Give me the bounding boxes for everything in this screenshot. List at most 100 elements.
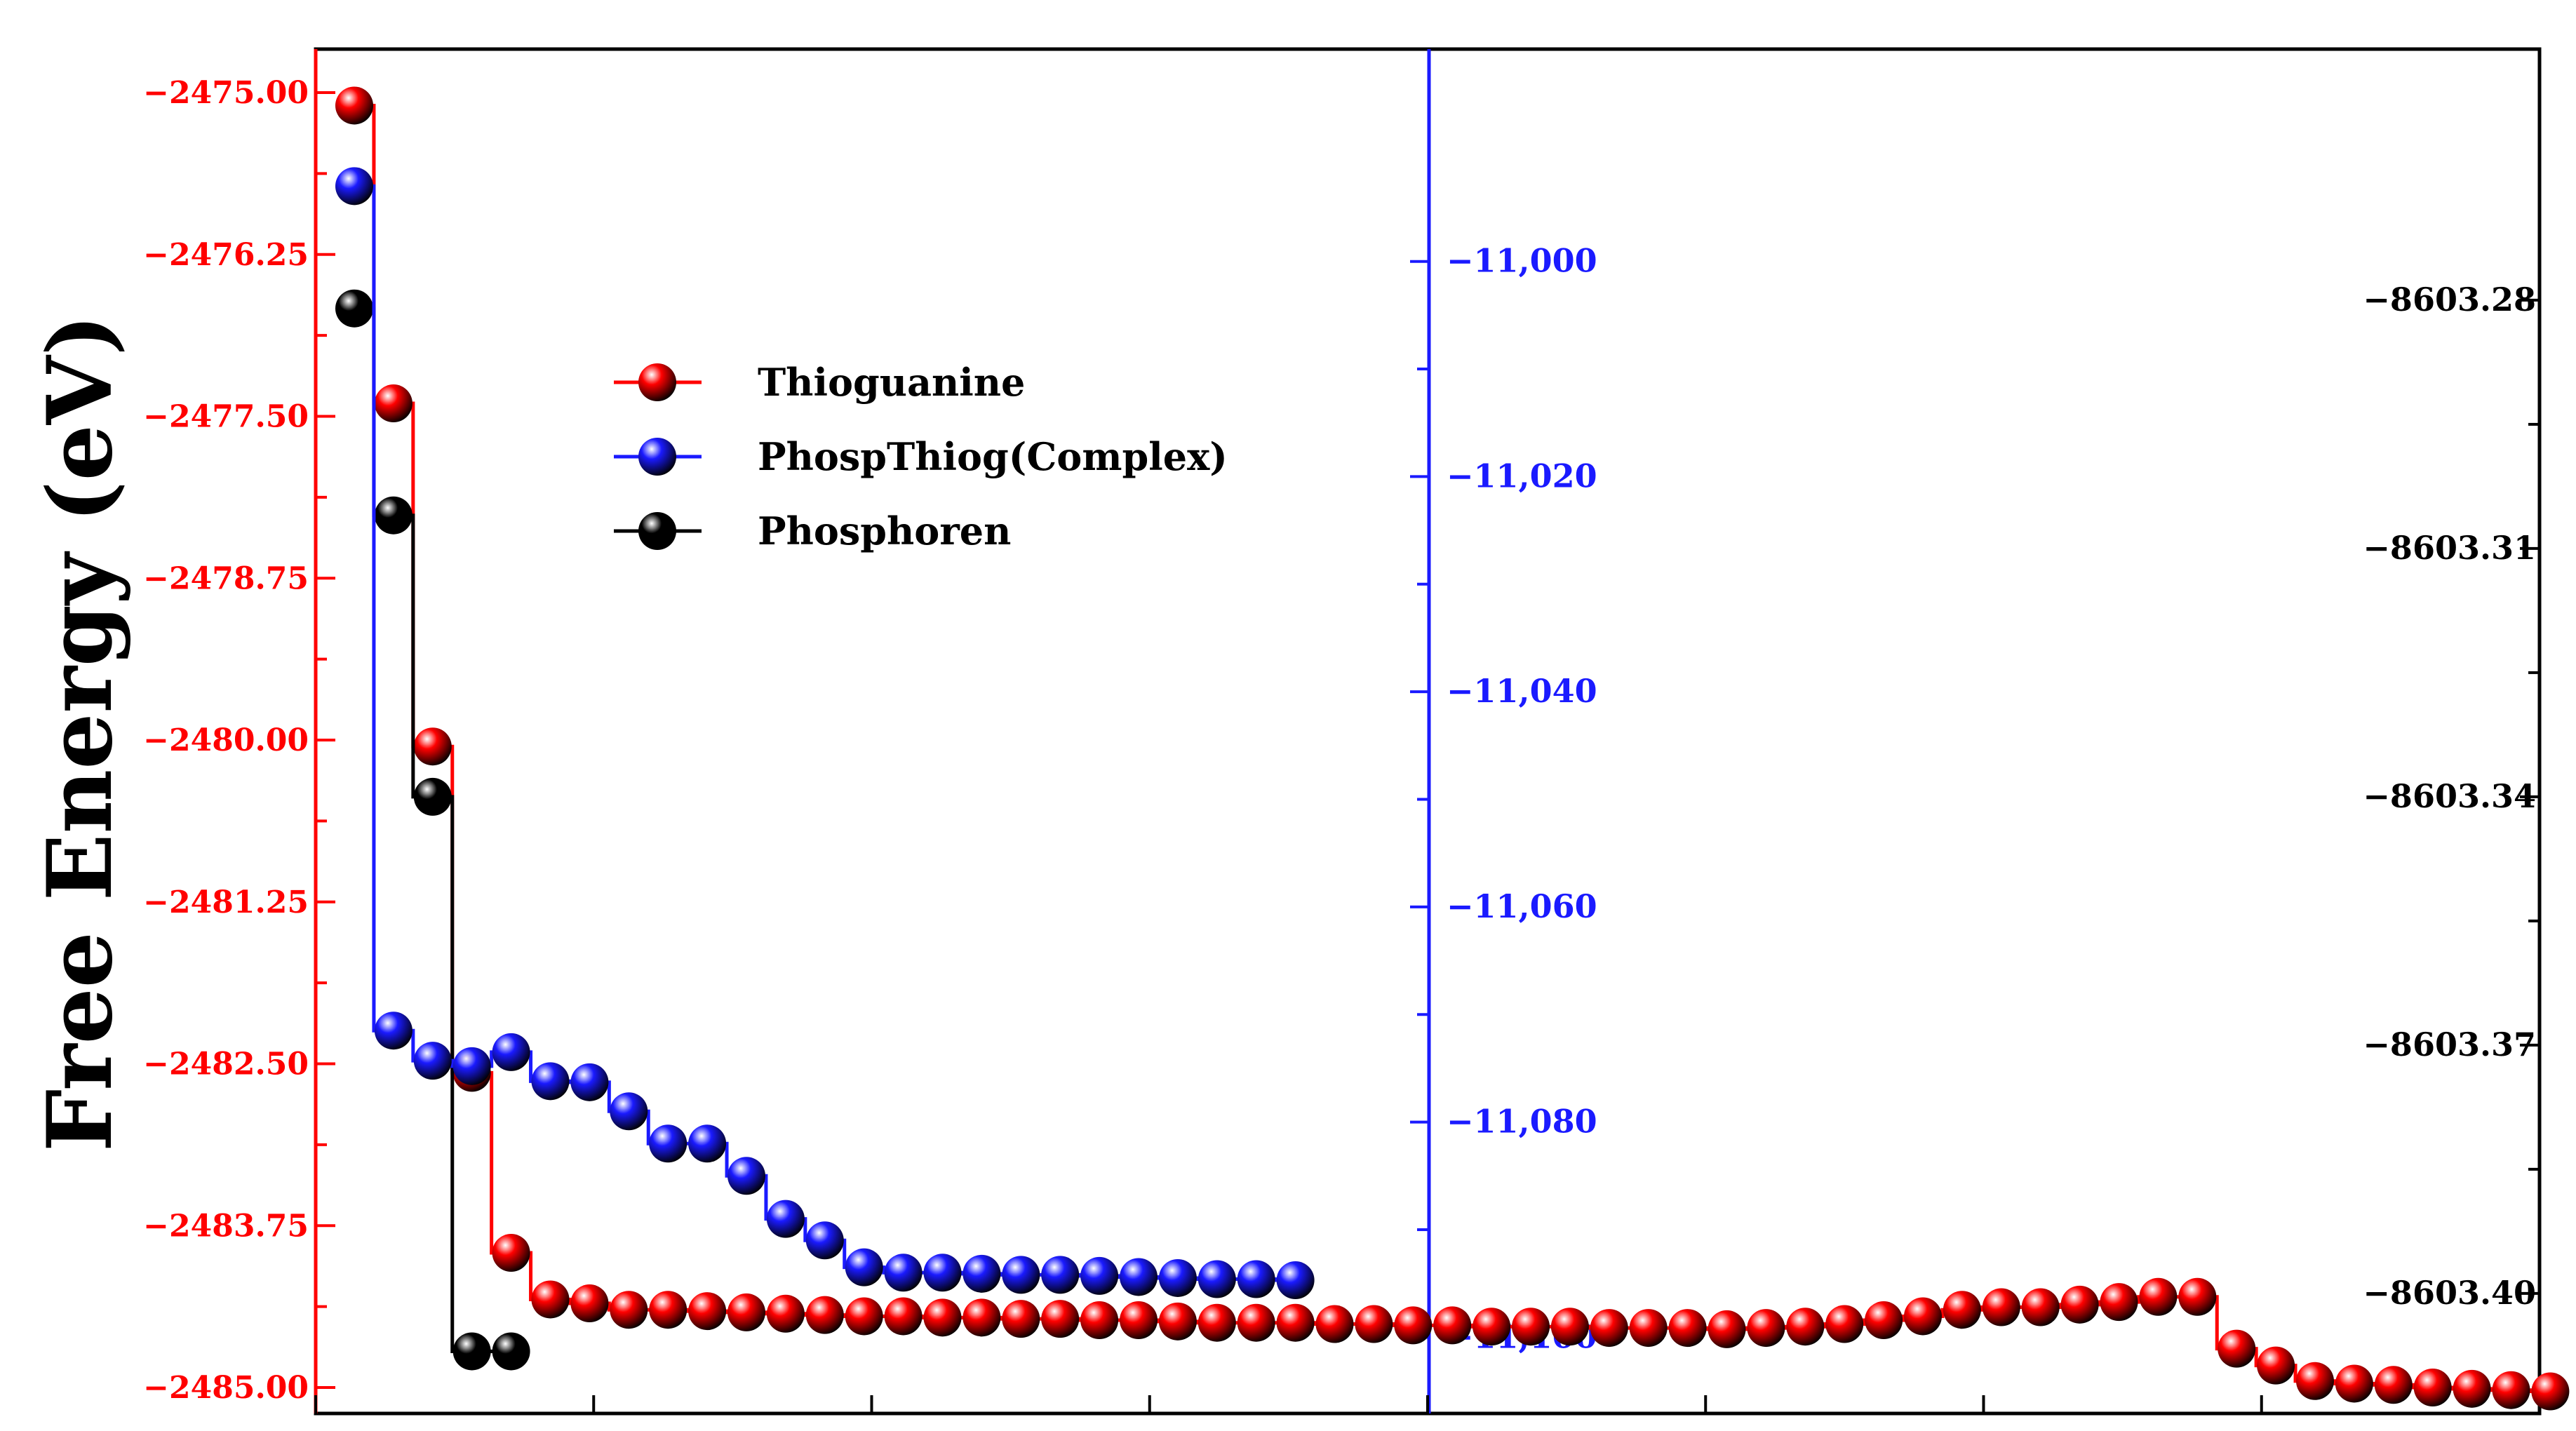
data-point-0 — [1825, 1305, 1864, 1343]
y-tick-label-right: −8603.37 — [2363, 1026, 2536, 1063]
data-point-0 — [1158, 1302, 1197, 1341]
data-point-1 — [688, 1124, 727, 1163]
data-point-1 — [1002, 1256, 1040, 1294]
y-tick-label-left: −2477.50 — [143, 399, 309, 435]
data-point-0 — [1315, 1305, 1354, 1343]
data-point-1 — [1041, 1256, 1080, 1294]
data-point-1 — [531, 1062, 570, 1101]
data-point-1 — [727, 1157, 765, 1195]
data-point-0 — [1080, 1301, 1119, 1340]
data-point-2 — [374, 496, 412, 535]
data-point-0 — [2413, 1369, 2452, 1406]
data-point-0 — [374, 384, 412, 423]
data-point-0 — [1120, 1301, 1158, 1340]
legend-label: Phosphoren — [758, 509, 1011, 553]
data-point-0 — [2453, 1369, 2491, 1408]
data-point-1 — [805, 1221, 844, 1260]
data-point-0 — [1512, 1308, 1550, 1346]
data-point-0 — [1433, 1306, 1472, 1345]
data-point-0 — [1198, 1303, 1236, 1342]
series-line-2 — [354, 307, 511, 1353]
x-axis-ticks — [314, 1395, 2541, 1413]
data-point-0 — [2335, 1364, 2373, 1403]
data-point-0 — [610, 1291, 648, 1329]
data-point-0 — [335, 86, 373, 125]
data-point-0 — [570, 1284, 609, 1323]
data-point-1 — [335, 167, 373, 206]
data-point-1 — [1198, 1260, 1236, 1298]
data-point-1 — [649, 1124, 687, 1163]
data-point-2 — [335, 289, 373, 328]
legend-marker — [638, 363, 676, 401]
y-tick-label-middle: −11,020 — [1447, 457, 1597, 495]
y-tick-label-left: −2481.25 — [143, 885, 309, 920]
legend-marker — [638, 512, 676, 550]
data-point-1 — [492, 1033, 530, 1071]
legend-marker — [638, 438, 676, 476]
data-point-0 — [1590, 1309, 1628, 1348]
series-layer — [335, 86, 2570, 1411]
data-point-1 — [1080, 1256, 1119, 1295]
data-point-1 — [570, 1063, 609, 1101]
data-point-0 — [1276, 1303, 1315, 1342]
data-point-0 — [1002, 1300, 1040, 1338]
data-point-1 — [845, 1248, 883, 1286]
y-tick-label-left: −2480.00 — [143, 723, 309, 758]
data-point-0 — [531, 1280, 570, 1319]
data-point-0 — [1747, 1309, 1785, 1348]
data-point-0 — [1982, 1288, 2020, 1326]
data-point-1 — [923, 1254, 962, 1292]
data-point-0 — [2060, 1285, 2099, 1324]
data-point-0 — [1668, 1309, 1707, 1348]
data-point-0 — [2178, 1277, 2217, 1316]
data-point-0 — [2492, 1371, 2530, 1409]
data-point-0 — [1355, 1305, 1393, 1343]
legend: Thioguanine PhospThiog(Complex) Phosphoren — [614, 360, 1228, 553]
data-point-1 — [1158, 1258, 1197, 1297]
data-point-0 — [1041, 1300, 1080, 1338]
series-line-0 — [354, 103, 2551, 1394]
data-point-0 — [2531, 1372, 2570, 1411]
data-point-0 — [1237, 1303, 1275, 1342]
y-tick-label-middle: −11,040 — [1447, 672, 1597, 710]
data-point-0 — [1708, 1310, 1746, 1348]
data-point-0 — [2296, 1362, 2334, 1400]
data-point-0 — [727, 1293, 765, 1331]
y-tick-label-middle: −11,080 — [1447, 1103, 1597, 1141]
data-point-1 — [374, 1012, 412, 1050]
y-tick-label-left: −2485.00 — [143, 1370, 309, 1406]
data-point-0 — [413, 727, 452, 766]
y-tick-label-right: −8603.34 — [2363, 777, 2536, 815]
data-point-0 — [649, 1291, 687, 1329]
data-point-0 — [1550, 1308, 1589, 1346]
data-point-0 — [2139, 1277, 2178, 1316]
data-point-1 — [766, 1200, 805, 1238]
data-point-1 — [1237, 1260, 1275, 1298]
data-point-1 — [452, 1047, 491, 1085]
data-point-0 — [2374, 1366, 2413, 1404]
data-point-0 — [1943, 1291, 1981, 1329]
y-axis-title: Free Energy (eV) — [28, 314, 132, 1152]
data-point-1 — [962, 1254, 1001, 1293]
data-point-0 — [845, 1297, 883, 1336]
data-point-0 — [1629, 1309, 1668, 1348]
y-tick-label-right: −8603.40 — [2363, 1274, 2536, 1312]
y-tick-label-right: −8603.28 — [2363, 281, 2536, 318]
y-tick-label-left: −2483.75 — [143, 1208, 309, 1244]
data-point-0 — [492, 1234, 530, 1272]
data-point-2 — [492, 1332, 530, 1371]
data-point-0 — [688, 1292, 727, 1331]
y-tick-label-middle: −11,060 — [1447, 887, 1597, 925]
data-point-1 — [884, 1254, 923, 1292]
data-point-0 — [2218, 1329, 2256, 1368]
data-point-0 — [766, 1294, 805, 1333]
data-point-1 — [1276, 1261, 1315, 1300]
data-point-0 — [2100, 1283, 2138, 1322]
data-point-1 — [413, 1042, 452, 1080]
series-line-1 — [354, 184, 1296, 1282]
legend-label: PhospThiog(Complex) — [758, 434, 1228, 479]
data-point-0 — [1904, 1297, 1942, 1336]
data-point-0 — [884, 1297, 923, 1336]
data-point-1 — [610, 1092, 648, 1131]
